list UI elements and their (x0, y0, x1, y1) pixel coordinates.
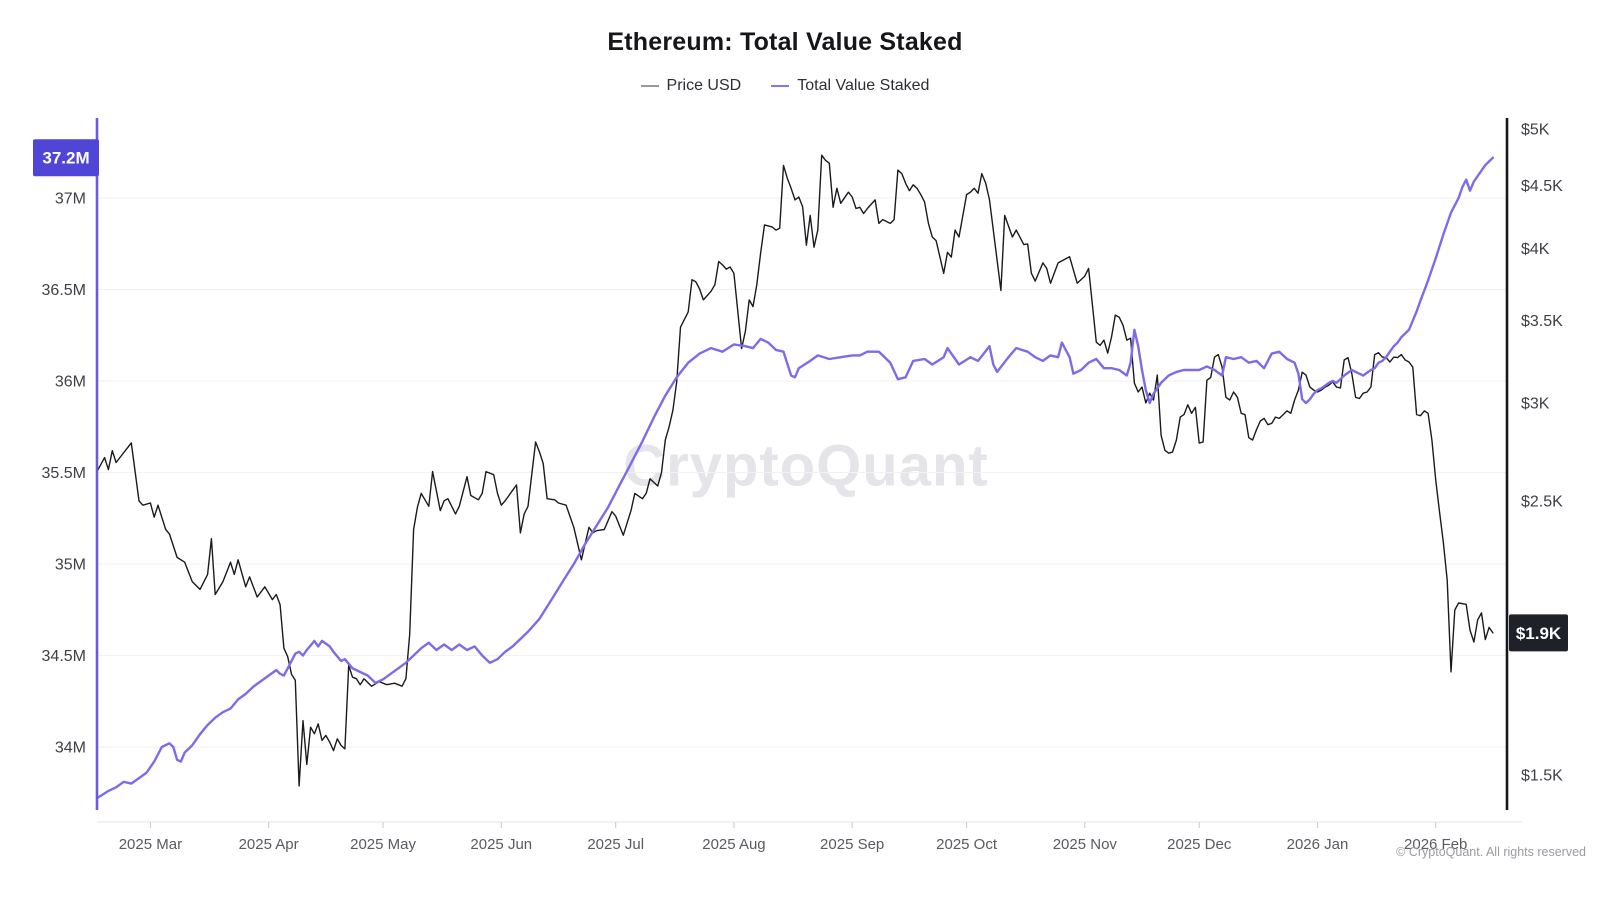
right-axis-tick-label: $2.5K (1521, 493, 1563, 510)
legend-item-total-value-staked[interactable]: Total Value Staked (771, 77, 929, 95)
legend-label-total-value-staked: Total Value Staked (797, 77, 930, 94)
legend-item-price-usd[interactable]: Price USD (640, 77, 742, 95)
svg-text:37.2M: 37.2M (42, 149, 89, 168)
x-tick-label: 2025 Dec (1167, 836, 1232, 853)
legend-label-price-usd: Price USD (666, 77, 742, 94)
total-value-staked-line (95, 156, 1495, 800)
right-axis-tick-label: $3.5K (1521, 313, 1563, 330)
x-tick-label: 2025 Apr (239, 836, 299, 853)
price-usd-line (96, 154, 1494, 787)
right-axis-tick-label: $5K (1521, 121, 1550, 138)
x-tick-label: 2026 Jan (1287, 836, 1349, 853)
watermark: CryptoQuant (623, 433, 989, 499)
staked-last-value-badge: 37.2M (33, 139, 99, 177)
left-axis-tick-label: 34.5M (42, 648, 86, 665)
copyright: © CryptoQuant. All rights reserved (1396, 845, 1586, 859)
staked-series-dash-icon (771, 85, 790, 87)
x-tick-label: 2025 Nov (1053, 836, 1118, 853)
x-tick-label: 2025 Mar (119, 836, 182, 853)
x-tick-label: 2026 Feb (1404, 836, 1467, 853)
price-last-value-badge: $1.9K (1509, 614, 1568, 652)
left-axis-tick-label: 35.5M (42, 465, 86, 482)
left-axis-tick-label: 35M (55, 557, 86, 574)
right-axis-tick-label: $4K (1521, 241, 1550, 258)
right-axis-tick-label: $1.5K (1521, 768, 1563, 785)
left-axis-tick-label: 37M (55, 191, 86, 208)
right-axis-tick-label: $4.5K (1521, 178, 1563, 195)
price-series-dash-icon (640, 85, 659, 87)
x-tick-label: 2025 May (350, 836, 416, 853)
x-tick-label: 2025 Jul (587, 836, 644, 853)
x-tick-label: 2025 Oct (936, 836, 998, 853)
x-tick-label: 2025 Sep (820, 836, 884, 853)
x-tick-label: 2025 Aug (702, 836, 765, 853)
left-axis-tick-label: 34M (55, 740, 86, 757)
x-tick-label: 2025 Jun (470, 836, 532, 853)
svg-text:$1.9K: $1.9K (1516, 624, 1562, 643)
chart-title: Ethereum: Total Value Staked (607, 28, 963, 56)
right-axis-tick-label: $3K (1521, 396, 1550, 413)
left-axis-tick-label: 36M (55, 374, 86, 391)
left-axis-tick-label: 36.5M (42, 282, 86, 299)
legend: Price USD Total Value Staked (0, 77, 1570, 95)
